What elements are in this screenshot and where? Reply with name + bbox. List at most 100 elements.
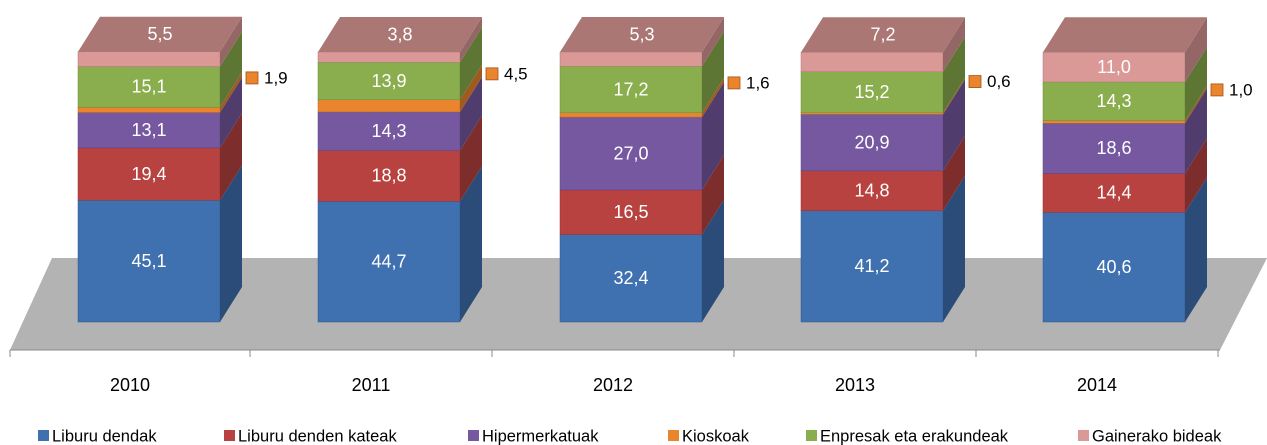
data-label: 13,9	[371, 71, 406, 91]
bar-side	[1185, 17, 1207, 82]
kiosk-marker	[485, 67, 499, 81]
data-label: 0,6	[987, 72, 1011, 91]
bar-front	[559, 51, 703, 67]
data-label: 1,0	[1229, 80, 1253, 99]
bar-front	[1042, 81, 1186, 121]
data-label: 5,3	[629, 24, 654, 44]
kiosk-marker	[1210, 83, 1224, 97]
data-label: 7,2	[870, 25, 895, 45]
bar-side	[460, 17, 482, 63]
data-label: 1,6	[746, 73, 770, 92]
bar-front	[317, 150, 461, 202]
bar-side	[220, 16, 242, 67]
data-label: 14,4	[1096, 183, 1131, 203]
bar-side	[943, 175, 965, 322]
bar-front	[77, 107, 221, 113]
bar-front	[317, 62, 461, 101]
data-label: 13,1	[131, 120, 166, 140]
legend-label: Liburu denden kateak	[238, 427, 397, 445]
legend-swatch	[1078, 430, 1089, 441]
bar-side	[460, 115, 482, 202]
bar-front	[559, 189, 703, 235]
data-label: 41,2	[854, 256, 889, 276]
data-label: 14,3	[371, 121, 406, 141]
data-label: 3,8	[387, 24, 412, 44]
bar-front	[77, 51, 221, 67]
bar-side	[943, 79, 965, 171]
bar-front	[1042, 212, 1186, 323]
bar-side	[1185, 85, 1207, 124]
bar-side	[702, 17, 724, 67]
bar-front	[1042, 123, 1186, 174]
data-label: 18,6	[1096, 138, 1131, 158]
bar-top	[1043, 17, 1207, 53]
data-label: 11,0	[1097, 57, 1131, 77]
bar-front	[1042, 120, 1186, 124]
legend-swatch	[468, 430, 479, 441]
data-label: 32,4	[613, 268, 648, 288]
data-label: 17,2	[613, 79, 648, 99]
bar-front	[559, 234, 703, 323]
bar-top	[801, 17, 965, 53]
bar-side	[943, 36, 965, 113]
x-tick-label: 2012	[593, 375, 633, 395]
bar-front	[559, 116, 703, 191]
bar-top	[318, 17, 482, 52]
kiosk-marker	[968, 75, 982, 88]
bar-side	[220, 165, 242, 322]
bar-side	[220, 72, 242, 113]
data-label: 15,2	[854, 82, 889, 102]
bar-front	[77, 66, 221, 108]
legend-swatch	[38, 430, 49, 441]
data-label: 20,9	[854, 132, 889, 152]
bar-top	[560, 17, 724, 52]
legend-label: Liburu dendak	[52, 427, 157, 445]
data-label: 45,1	[131, 251, 166, 271]
bar-side	[702, 82, 724, 190]
bar-side	[1185, 88, 1207, 174]
bar-front	[77, 147, 221, 201]
bar-side	[943, 17, 965, 72]
data-label: 14,8	[854, 181, 889, 201]
bar-side	[1185, 177, 1207, 322]
x-tick-label: 2010	[110, 375, 150, 395]
bar-front	[1042, 52, 1186, 83]
legend-swatch	[806, 430, 817, 441]
x-tick-label: 2013	[835, 375, 875, 395]
data-label: 27,0	[613, 143, 648, 163]
x-tick-label: 2011	[352, 375, 391, 395]
bar-side	[702, 77, 724, 118]
bar-front	[317, 51, 461, 63]
bar-side	[702, 154, 724, 235]
bar-front	[800, 114, 944, 172]
legend-swatch	[668, 430, 679, 441]
bar-side	[460, 76, 482, 151]
bar-side	[460, 64, 482, 112]
bar-side	[220, 112, 242, 201]
bar-front	[559, 112, 703, 118]
bar-front	[559, 66, 703, 113]
data-label: 14,3	[1096, 91, 1131, 111]
bar-front	[77, 112, 221, 149]
legend-swatch	[224, 430, 235, 441]
bar-side	[702, 31, 724, 113]
legend-label: Gainerako bideak	[1092, 427, 1222, 445]
bar-side	[943, 135, 965, 211]
bar-side	[1185, 138, 1207, 213]
data-label: 5,5	[147, 24, 172, 44]
bar-front	[317, 111, 461, 151]
legend-label: Enpresak eta erakundeak	[820, 427, 1009, 445]
data-label: 19,4	[131, 164, 166, 184]
bar-front	[317, 99, 461, 113]
kiosk-marker	[727, 76, 741, 90]
bar-front	[800, 210, 944, 323]
data-label: 4,5	[504, 64, 528, 83]
bar-front	[800, 52, 944, 72]
bar-side	[460, 27, 482, 100]
bar-side	[220, 77, 242, 148]
kiosk-marker	[245, 71, 259, 85]
bar-side	[943, 77, 965, 115]
legend-label: Hipermerkatuak	[482, 427, 599, 445]
bar-top	[78, 16, 242, 52]
